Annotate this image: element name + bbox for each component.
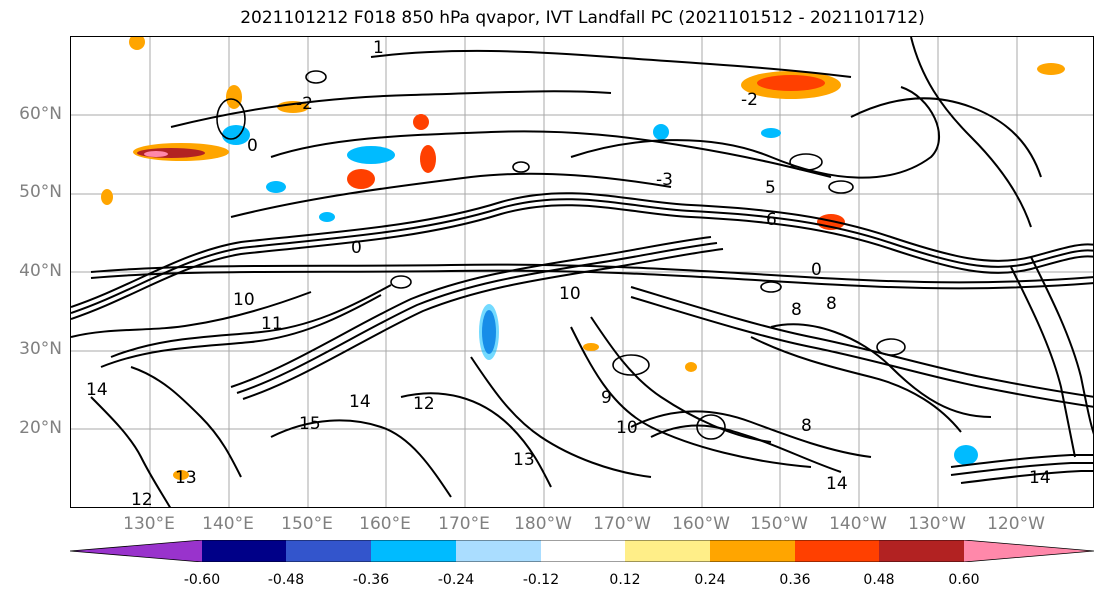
colorbar-segment [202, 540, 286, 562]
ivt-contours [71, 37, 1093, 507]
lon-label: 150°W [750, 514, 808, 534]
contour-label: 0 [351, 238, 362, 258]
map-title: 2021101212 F018 850 hPa qvapor, IVT Land… [240, 8, 925, 28]
contour-islands [216, 70, 906, 440]
colorbar-tick-label: -0.48 [267, 572, 305, 588]
colorbar-tick-label: 0.36 [779, 572, 811, 588]
map-plot-area: 1 -2 -2 0 -3 5 6 0 0 10 10 8 8 11 14 12 … [70, 36, 1094, 508]
contour-label: 10 [559, 284, 581, 304]
lat-label: 40°N [19, 261, 62, 281]
lon-label: 130°E [123, 514, 175, 534]
contour-label: 5 [765, 178, 776, 198]
lat-label: 20°N [19, 418, 62, 438]
contour-label: -2 [296, 94, 313, 114]
map-canvas: 1 -2 -2 0 -3 5 6 0 0 10 10 8 8 11 14 12 … [71, 37, 1093, 508]
contour-label: 10 [616, 418, 638, 438]
colorbar-segment [456, 540, 541, 562]
lon-label: 160°W [672, 514, 730, 534]
contour-label-group: 1 -2 -2 0 -3 5 6 0 0 10 10 8 8 11 14 12 … [86, 38, 1051, 508]
contour-label: 15 [299, 414, 321, 434]
contour-label: 13 [175, 468, 197, 488]
contour-label: 13 [513, 450, 535, 470]
contour-label: 8 [791, 300, 802, 320]
contour-label: 0 [247, 136, 258, 156]
colorbar-tick-label: 0.24 [694, 572, 726, 588]
lon-label: 140°E [202, 514, 254, 534]
colorbar-tick-label: 0.60 [948, 572, 980, 588]
colorbar-segment [541, 540, 625, 562]
contour-label: 9 [601, 388, 612, 408]
contour-label: 12 [131, 490, 153, 508]
lon-label: 150°E [281, 514, 333, 534]
lon-label: 170°E [438, 514, 490, 534]
contour-label: 8 [801, 416, 812, 436]
contour-label: 8 [826, 294, 837, 314]
colorbar-tick-label: -0.36 [352, 572, 390, 588]
lat-label: 50°N [19, 182, 62, 202]
contour-label: 0 [811, 260, 822, 280]
contour-label: 1 [373, 38, 384, 58]
lon-label: 170°W [593, 514, 651, 534]
colorbar [70, 540, 1094, 562]
colorbar-segment [371, 540, 456, 562]
lon-label: 140°W [829, 514, 887, 534]
contour-label: 14 [826, 474, 848, 494]
lon-label: 120°W [987, 514, 1045, 534]
contour-label: 12 [413, 394, 435, 414]
colorbar-segment [70, 540, 202, 562]
colorbar-tick-label: 0.48 [863, 572, 895, 588]
colorbar-segment [795, 540, 879, 562]
contour-label: 14 [86, 380, 108, 400]
colorbar-segment [286, 540, 371, 562]
lon-label: 130°W [908, 514, 966, 534]
colorbar-segment [879, 540, 964, 562]
contour-label: -2 [741, 90, 758, 110]
colorbar-tick-label: -0.60 [183, 572, 221, 588]
colorbar-tick-label: 0.12 [609, 572, 641, 588]
colorbar-segment [625, 540, 710, 562]
lon-label: 180°W [514, 514, 572, 534]
contour-label: 11 [261, 314, 283, 334]
contour-label: 14 [1029, 468, 1051, 488]
lat-label: 60°N [19, 104, 62, 124]
colorbar-segment [964, 540, 1094, 562]
lon-label: 160°E [359, 514, 411, 534]
contour-label: 14 [349, 392, 371, 412]
lat-label: 30°N [19, 339, 62, 359]
qvapor-fill-patches [101, 37, 1065, 480]
contour-label: 6 [766, 210, 777, 230]
colorbar-segment [710, 540, 795, 562]
colorbar-tick-label: -0.12 [522, 572, 560, 588]
contour-label: -3 [656, 170, 673, 190]
contour-label: 10 [233, 290, 255, 310]
colorbar-tick-label: -0.24 [437, 572, 475, 588]
